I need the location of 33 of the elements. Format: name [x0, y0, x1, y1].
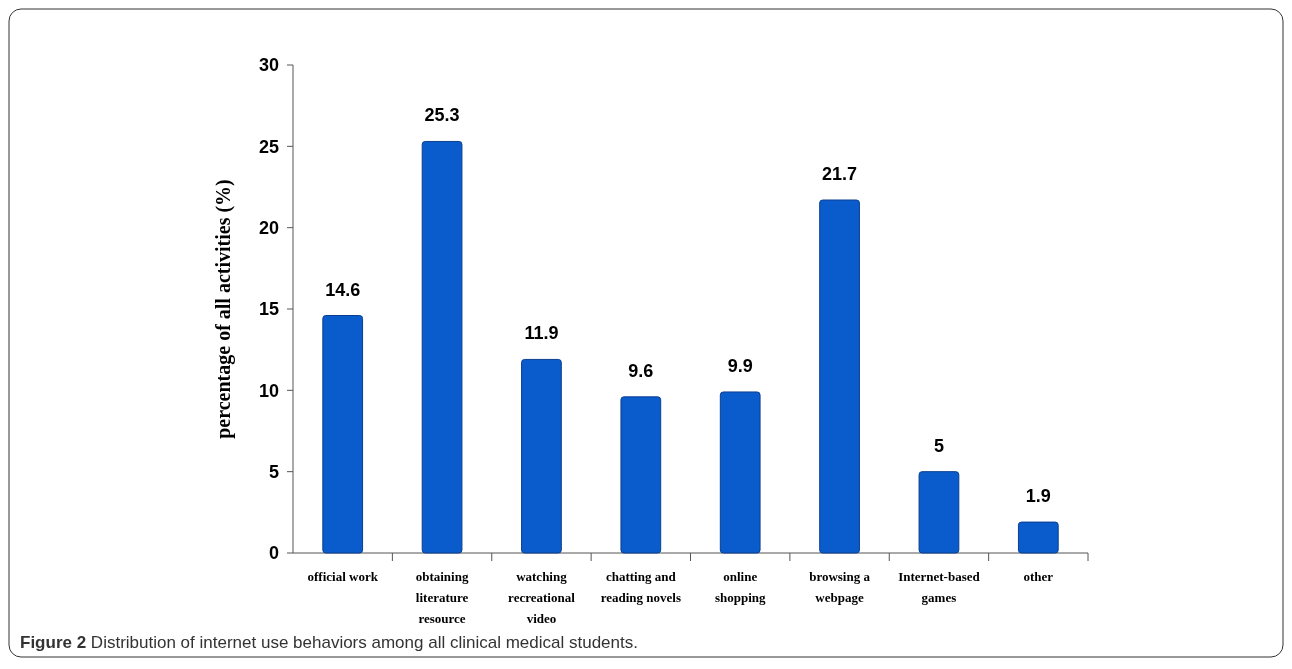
- data-label: 5: [933, 435, 944, 456]
- data-label: 25.3: [424, 105, 460, 126]
- data-label: 9.6: [628, 360, 654, 381]
- data-label: 21.7: [822, 164, 858, 185]
- y-tick-label: 15: [258, 299, 279, 320]
- y-tick-label: 0: [268, 543, 279, 564]
- y-tick-label: 10: [258, 380, 279, 401]
- y-axis-title: percentage of all activities (%): [212, 179, 235, 439]
- x-tick-label: Internet-based games: [898, 569, 981, 605]
- x-tick-label: other: [1023, 569, 1054, 584]
- bar: [521, 358, 562, 554]
- x-tick-label: chatting and reading novels: [600, 569, 681, 605]
- y-tick-label: 20: [258, 217, 279, 238]
- bar: [322, 315, 364, 554]
- data-label: 14.6: [325, 279, 361, 300]
- x-tick-label: browsing a webpage: [809, 569, 871, 605]
- y-tick-label: 5: [268, 461, 279, 482]
- data-label: 1.9: [1025, 486, 1051, 507]
- data-label: 11.9: [524, 323, 559, 344]
- x-tick-label: obtaining literature resource: [415, 569, 469, 626]
- bar: [620, 396, 662, 554]
- bar: [1017, 521, 1059, 554]
- x-tick-label: official work: [307, 569, 379, 584]
- x-tick-label: online shopping: [714, 569, 766, 605]
- x-tick-label: watching recreational video: [508, 569, 576, 626]
- data-label: 9.9: [727, 355, 753, 376]
- bar: [819, 199, 860, 554]
- bar: [719, 391, 761, 554]
- y-tick-label: 30: [258, 55, 279, 76]
- caption: Figure 2 Distribution of internet use behaviors among all clinical medical students.: [20, 633, 638, 652]
- bar: [918, 471, 960, 554]
- bar: [421, 140, 463, 554]
- y-tick-label: 25: [258, 136, 279, 157]
